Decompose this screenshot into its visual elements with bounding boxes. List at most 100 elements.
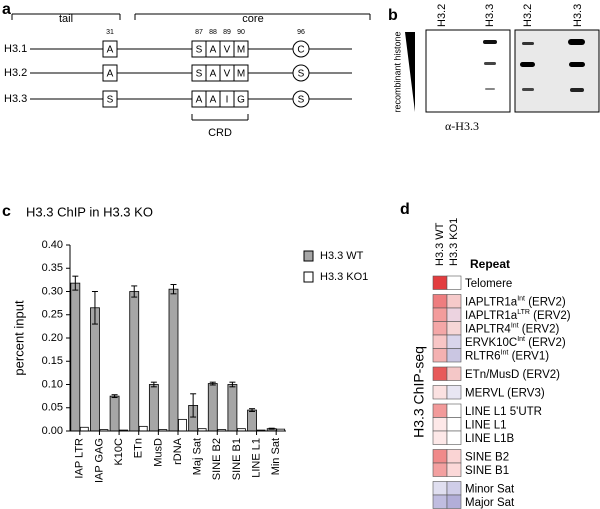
- row-name: LINE L1 5'UTR: [465, 406, 542, 418]
- superscript: LTR: [517, 309, 530, 316]
- error-bar: [131, 285, 138, 298]
- row-name: IAPLTR1a: [465, 310, 518, 322]
- panel-label: d: [400, 201, 410, 218]
- residue: A: [107, 45, 114, 56]
- error-bar: [190, 393, 197, 418]
- lane-label: H3.3: [484, 4, 496, 27]
- position-label: 31: [106, 29, 114, 36]
- residue-circle: [292, 64, 310, 82]
- heat-cell: [432, 430, 448, 445]
- error-bar: [91, 291, 98, 325]
- bar: [148, 384, 159, 432]
- x-tick-label: K10C: [113, 438, 125, 466]
- lane-label: H3.3: [572, 4, 584, 27]
- x-tick-label: MusD: [152, 438, 164, 467]
- heat-cell: [446, 294, 462, 309]
- bar: [109, 395, 120, 432]
- residue-box: [102, 64, 118, 82]
- heat-cell: [432, 494, 448, 509]
- bar: [227, 384, 238, 432]
- bar: [207, 383, 218, 432]
- superscript: Int: [517, 336, 525, 343]
- row-label: MERVL (ERV3): [465, 387, 545, 399]
- heat-cell: [432, 481, 448, 496]
- row-name: Major Sat: [465, 497, 515, 509]
- bar: [129, 291, 140, 432]
- error-bar: [229, 381, 236, 388]
- x-tick-label: LINE L1: [250, 438, 262, 478]
- heat-cell: [432, 275, 448, 290]
- blot-band: [569, 62, 585, 67]
- y-tick-label: 0.25: [42, 309, 63, 321]
- heat-cell: [446, 462, 462, 477]
- row-label: H3.2: [4, 67, 27, 79]
- y-tick-label: 0.20: [42, 332, 63, 344]
- crd-label: CRD: [208, 127, 232, 139]
- heat-cell: [446, 494, 462, 509]
- blot-band: [485, 88, 495, 90]
- heat-cell: [432, 294, 448, 309]
- residue: S: [196, 69, 203, 80]
- bar: [90, 307, 100, 432]
- row-label: ERVK10CInt (ERV2): [465, 336, 566, 349]
- side-label: recombinant histone: [392, 31, 402, 112]
- superscript: Int: [501, 349, 509, 356]
- heat-cell: [432, 366, 448, 381]
- row-label: RLTR6Int (ERV1): [465, 349, 549, 362]
- x-tick-label: IAP GAG: [93, 438, 105, 483]
- blot-frame: [425, 29, 511, 113]
- heat-cell: [446, 449, 462, 464]
- bar: [138, 425, 148, 432]
- bar: [79, 426, 89, 432]
- heat-cell: [432, 334, 448, 349]
- y-tick-label: 0.30: [42, 285, 63, 297]
- row-suffix: (ERV2): [530, 310, 571, 322]
- row-label: ETn/MusD (ERV2): [465, 369, 560, 381]
- row-suffix: (ERV1): [508, 350, 549, 362]
- x-tick-label: SINE B1: [231, 438, 243, 480]
- y-tick-label: 0.15: [42, 355, 63, 367]
- legend-label: H3.3 KO1: [320, 271, 368, 283]
- heat-cell: [432, 307, 448, 322]
- heat-cell: [446, 481, 462, 496]
- residue: M: [237, 69, 245, 80]
- residue: V: [224, 69, 231, 80]
- gradient-wedge: [405, 32, 415, 112]
- panel-label: b: [388, 7, 398, 24]
- lane-label: H3.2: [436, 4, 448, 27]
- position-label: 90: [237, 29, 245, 36]
- row-name: Minor Sat: [465, 483, 515, 495]
- blot-band: [484, 62, 496, 65]
- row-label: Major Sat: [465, 497, 515, 509]
- row-label: H3.1: [4, 43, 27, 55]
- row-label: Minor Sat: [465, 483, 515, 495]
- legend-label: H3.3 WT: [320, 250, 364, 262]
- bar: [178, 418, 187, 432]
- y-tick-label: 0.00: [42, 425, 63, 437]
- position-label: 96: [297, 29, 305, 36]
- error-bar: [268, 427, 275, 430]
- residue: A: [210, 45, 217, 56]
- row-label: LINE L1: [465, 419, 507, 431]
- residue-circle: [292, 90, 310, 108]
- column-label: H3.3 KO1: [448, 218, 460, 266]
- chart-title: H3.3 ChIP in H3.3 KO: [26, 204, 153, 219]
- x-tick-label: Maj Sat: [192, 438, 204, 475]
- row-label: IAPLTR4Int (ERV2): [465, 322, 559, 335]
- residue: A: [210, 69, 217, 80]
- heat-cell: [446, 417, 462, 432]
- residue: A: [210, 95, 217, 106]
- heat-cell: [432, 348, 448, 363]
- blot-band: [520, 62, 535, 67]
- legend-swatch: [303, 271, 314, 283]
- residue-circle: [292, 40, 310, 58]
- error-bar: [170, 284, 177, 295]
- residue-box: [102, 40, 118, 58]
- residue-box: [233, 40, 249, 58]
- row-name: RLTR6: [465, 350, 501, 362]
- heat-cell: [432, 403, 448, 418]
- x-tick-label: rDNA: [172, 437, 184, 465]
- y-tick-label: 0.05: [42, 402, 63, 414]
- residue: S: [298, 95, 305, 106]
